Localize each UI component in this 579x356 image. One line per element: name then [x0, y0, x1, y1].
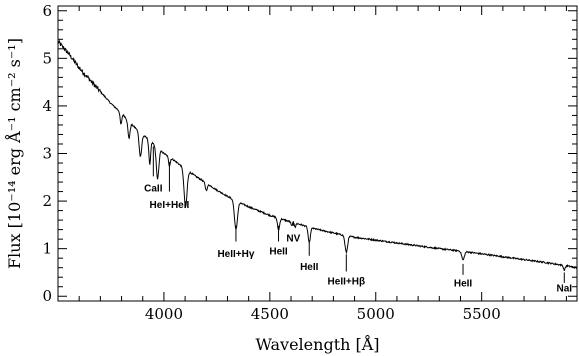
x-axis-label: Wavelength [Å] — [255, 334, 379, 354]
y-tick-label: 0 — [42, 287, 52, 305]
y-tick-label: 4 — [42, 97, 52, 115]
axis-ticks — [57, 6, 577, 301]
y-tick-label: 2 — [42, 192, 52, 210]
x-tick-label: 5000 — [357, 305, 395, 323]
y-tick-label: 3 — [42, 145, 52, 163]
annotation-label: HeI+HeII — [150, 200, 190, 211]
annotation-label: NaI — [557, 283, 573, 294]
tick-labels: 4000 4500 5000 5500 0 1 2 3 4 5 6 — [42, 2, 500, 323]
annotation-label: CaII — [144, 184, 163, 195]
annotation-label: HeII — [454, 279, 473, 290]
annotation-label: HeII+Hβ — [328, 276, 366, 287]
annotation-label: HeII — [269, 246, 288, 257]
y-tick-label: 1 — [42, 240, 52, 258]
annotation-label: HeII — [300, 262, 319, 273]
y-tick-label: 5 — [42, 49, 52, 67]
x-tick-label: 4000 — [145, 305, 183, 323]
spectrum-line — [57, 39, 578, 272]
annotation-label: NV — [286, 234, 300, 245]
annotation-label: HeII+Hγ — [217, 249, 254, 260]
y-tick-label: 6 — [42, 2, 52, 20]
x-tick-label: 4500 — [251, 305, 289, 323]
plot-frame — [57, 5, 578, 302]
x-tick-label: 5500 — [463, 305, 501, 323]
y-axis-label: Flux [10⁻¹⁴ erg Å⁻¹ cm⁻² s⁻¹] — [4, 38, 24, 269]
